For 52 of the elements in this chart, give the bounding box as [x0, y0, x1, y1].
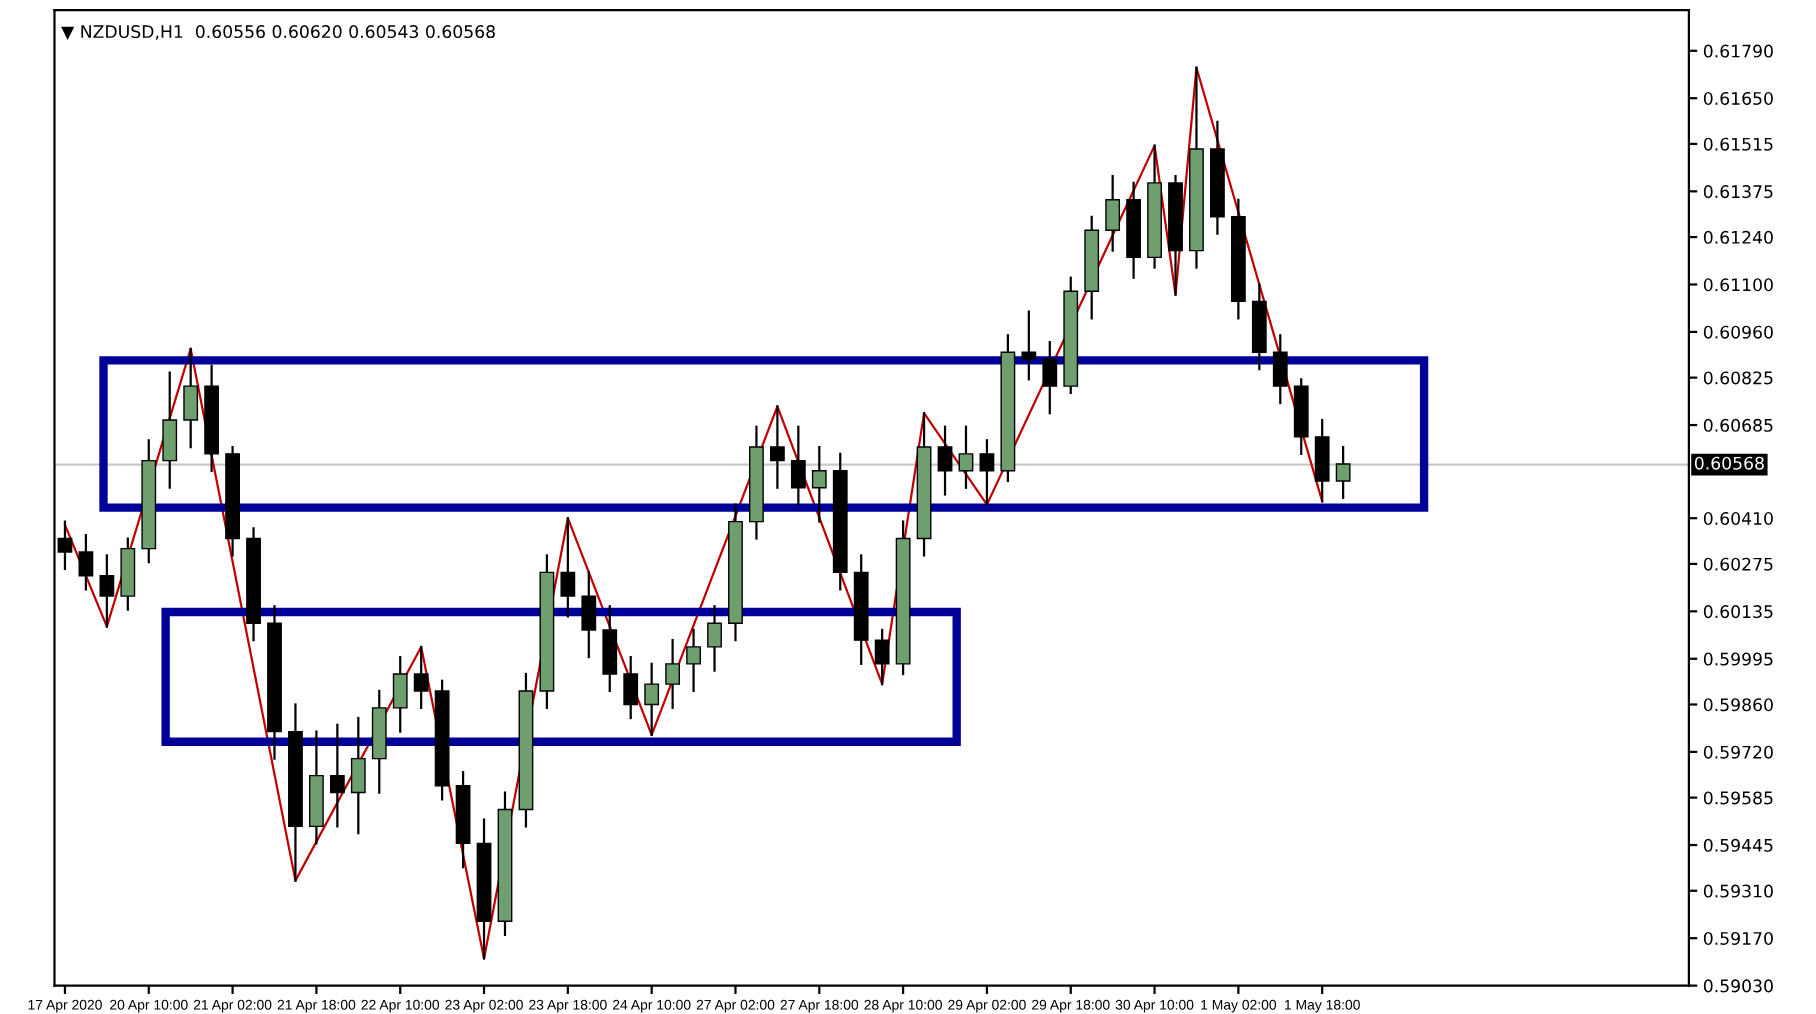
candlestick: [686, 628, 701, 693]
y-tick-label: 0.59860: [1703, 698, 1773, 712]
y-tick-label: 0.61375: [1703, 185, 1773, 199]
y-tick-label: 0.61240: [1703, 230, 1773, 244]
candlestick: [811, 445, 827, 523]
y-tick-label: 0.60685: [1703, 418, 1773, 432]
y-tick-label: 0.60960: [1703, 325, 1773, 339]
y-tick-label: 0.60275: [1703, 557, 1773, 571]
y-tick-label: 0.59720: [1703, 745, 1773, 759]
candlestick: [1272, 334, 1288, 405]
candlestick: [350, 716, 366, 835]
y-tick-label: 0.59030: [1703, 979, 1773, 993]
candlestick: [99, 554, 115, 628]
candlestick: [1021, 310, 1037, 381]
y-tick-label: 0.59995: [1703, 652, 1773, 666]
y-tick-label: 0.59310: [1703, 884, 1773, 898]
candlestick: [958, 425, 974, 489]
candlestick: [78, 534, 94, 591]
candlestick: [1105, 175, 1121, 252]
candlestick: [665, 639, 681, 709]
y-tick-label: 0.59445: [1703, 838, 1773, 852]
y-tick-label: 0.60825: [1703, 371, 1773, 385]
candlestick: [790, 425, 806, 506]
y-tick-label: 0.60410: [1703, 511, 1773, 525]
candlestick: [602, 605, 618, 693]
candlestick: [707, 605, 722, 672]
candlestick: [769, 405, 785, 489]
y-tick-label: 0.61790: [1703, 44, 1773, 58]
y-tick-label: 0.59585: [1703, 791, 1773, 805]
candlestick: [392, 655, 408, 733]
candlestick: [623, 655, 639, 720]
candlestick: [183, 347, 199, 449]
candlestick: [979, 439, 995, 506]
candlestick: [581, 571, 597, 659]
candlestick: [1314, 418, 1330, 503]
candlestick: [329, 723, 345, 828]
y-tick-label: 0.61100: [1703, 278, 1773, 292]
y-tick-label: 0.59170: [1703, 931, 1773, 945]
y-tick-label: 0.61650: [1703, 91, 1773, 105]
candlestick: [1335, 445, 1351, 499]
candlestick: [560, 517, 576, 618]
text: ▼ NZDUSD,H1 0.60556 0.60620 0.60543 0.60568: [61, 25, 495, 40]
candlestick: [937, 425, 953, 496]
candlestick: [413, 645, 429, 709]
candlestick: [120, 537, 136, 611]
candlestick: [162, 371, 178, 489]
candlestick: [644, 662, 660, 737]
y-tick-label: 0.60135: [1703, 605, 1773, 619]
candlestick: [1042, 340, 1058, 415]
ref-line-label: 0.60568: [1694, 456, 1764, 470]
y-tick-label: 0.61515: [1703, 137, 1773, 151]
candlestick: [874, 628, 890, 686]
